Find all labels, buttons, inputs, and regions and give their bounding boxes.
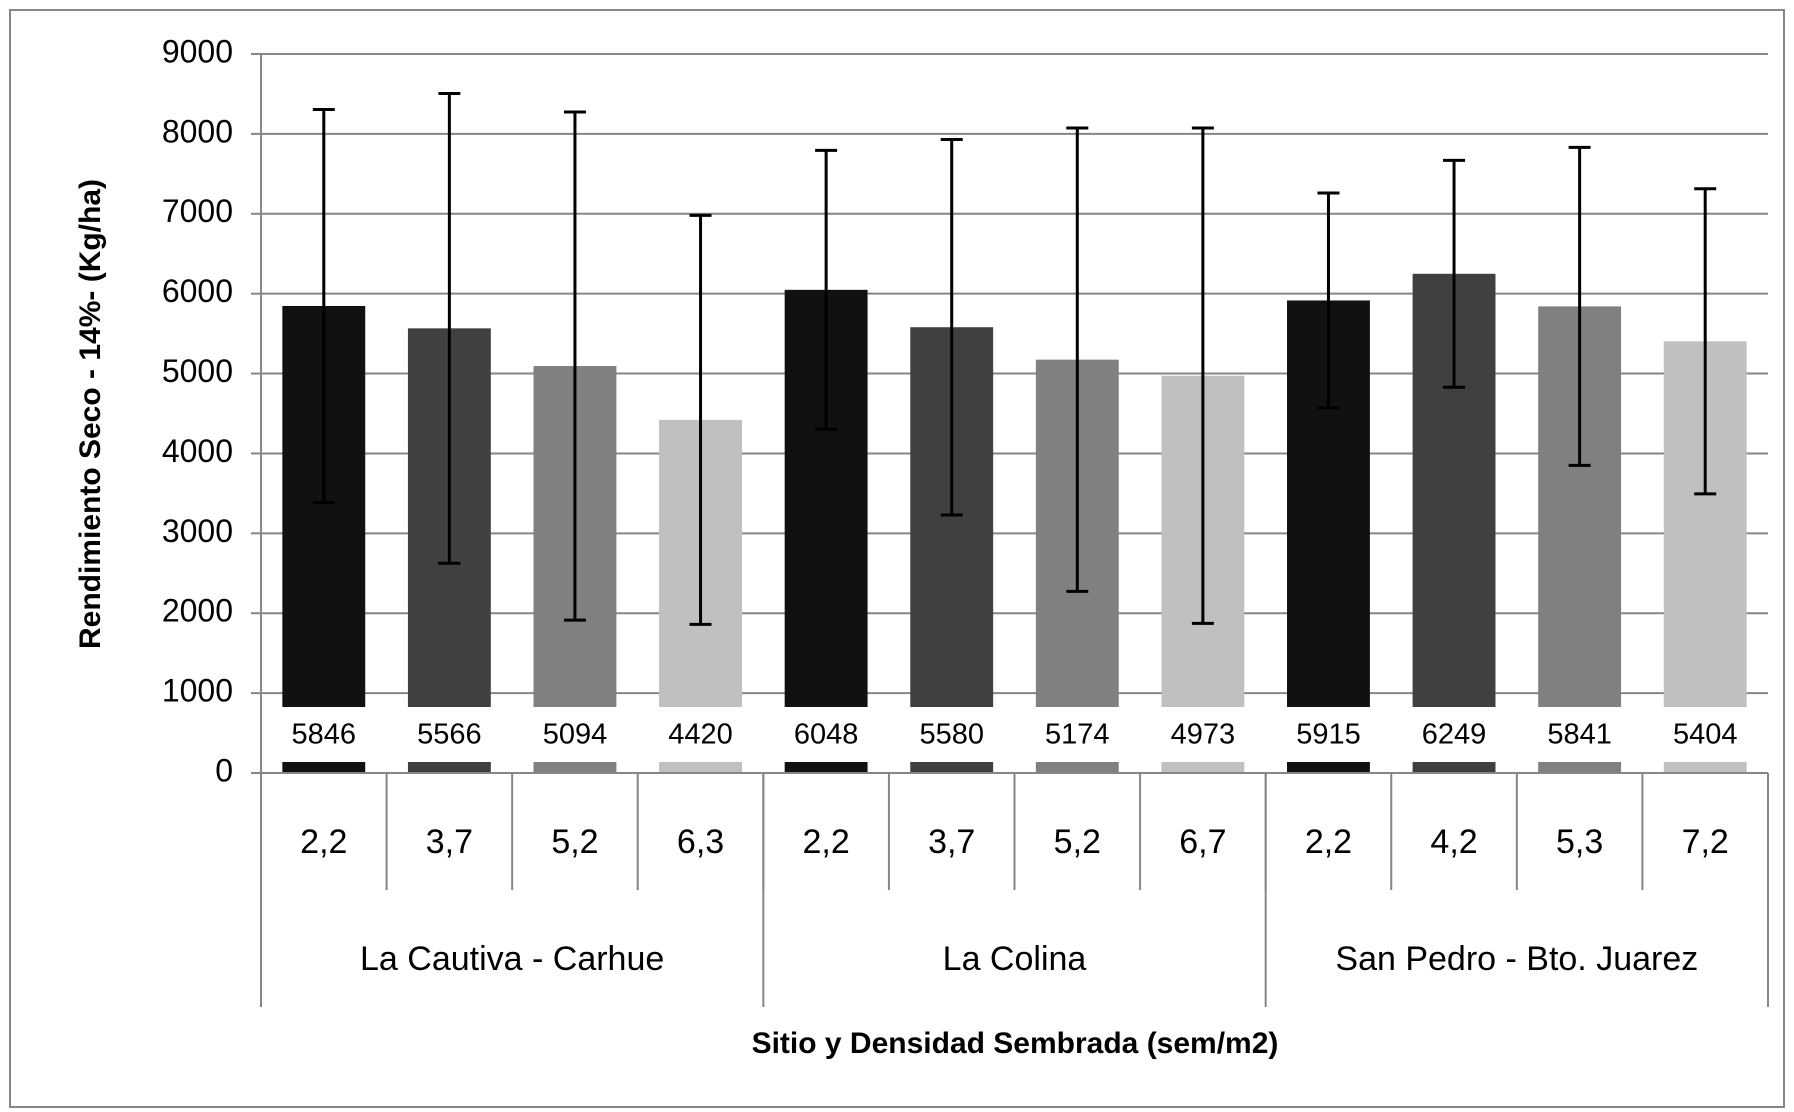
data-label-box — [1267, 707, 1390, 762]
data-label: 5580 — [919, 719, 984, 751]
x-tick-label: 3,7 — [426, 823, 473, 861]
error-bar — [815, 148, 838, 431]
group-label: La Colina — [943, 940, 1087, 978]
x-tick-label: 5,2 — [551, 823, 598, 861]
x-axis-title: Sitio y Densidad Sembrada (sem/m2) — [752, 1027, 1279, 1060]
data-label: 5846 — [292, 719, 357, 751]
data-label: 5094 — [543, 719, 608, 751]
y-tick-label: 2000 — [162, 593, 233, 629]
x-tick-label: 5,3 — [1556, 823, 1603, 861]
data-label: 4973 — [1171, 719, 1236, 751]
error-bar — [1443, 158, 1466, 389]
error-bar — [563, 110, 586, 622]
data-label: 4420 — [668, 719, 733, 751]
data-label-box — [388, 707, 511, 762]
y-tick-label: 0 — [215, 752, 233, 788]
data-label-box — [1142, 707, 1264, 762]
error-bar — [1191, 126, 1214, 625]
y-tick-label: 6000 — [162, 273, 233, 309]
error-bar — [1317, 191, 1340, 410]
data-label-box — [514, 707, 636, 762]
data-label-box — [1518, 707, 1641, 762]
x-tick-label: 7,2 — [1682, 823, 1729, 861]
y-tick-label: 9000 — [162, 33, 233, 69]
error-bar — [1694, 187, 1717, 496]
y-tick-label: 4000 — [162, 433, 233, 469]
group-label: San Pedro - Bto. Juarez — [1335, 940, 1698, 978]
data-label-box — [1393, 707, 1515, 762]
data-label-box — [1644, 707, 1766, 762]
data-label-box — [263, 707, 385, 762]
data-label: 5841 — [1547, 719, 1612, 751]
x-tick-label: 6,3 — [677, 823, 724, 861]
x-tick-label: 2,2 — [802, 823, 849, 861]
data-label: 5915 — [1296, 719, 1361, 751]
y-tick-label: 1000 — [162, 673, 233, 709]
group-label: La Cautiva - Carhue — [360, 940, 664, 978]
data-label: 6249 — [1422, 719, 1487, 751]
x-tick-label: 4,2 — [1430, 823, 1477, 861]
x-tick-label: 6,7 — [1179, 823, 1226, 861]
x-tick-label: 5,2 — [1054, 823, 1101, 861]
x-tick-label: 3,7 — [928, 823, 975, 861]
data-label-box — [890, 707, 1013, 762]
error-bar — [1066, 126, 1089, 593]
error-bar — [438, 91, 461, 565]
error-bar — [312, 107, 335, 504]
data-label: 5566 — [417, 719, 482, 751]
data-label: 6048 — [794, 719, 859, 751]
y-axis-title: Rendimiento Seco - 14%- (Kg/ha) — [74, 179, 107, 649]
data-label-box — [639, 707, 762, 762]
y-tick-label: 7000 — [162, 193, 233, 229]
x-tick-label: 2,2 — [300, 823, 347, 861]
y-tick-label: 3000 — [162, 513, 233, 549]
data-label: 5404 — [1673, 719, 1738, 751]
error-bar — [1568, 145, 1591, 467]
y-tick-label: 5000 — [162, 353, 233, 389]
error-bar — [940, 137, 963, 517]
y-tick-label: 8000 — [162, 113, 233, 149]
data-label: 5174 — [1045, 719, 1110, 751]
data-label-box — [765, 707, 887, 762]
x-tick-label: 2,2 — [1305, 823, 1352, 861]
error-bar — [689, 213, 712, 626]
data-label-box — [1016, 707, 1139, 762]
